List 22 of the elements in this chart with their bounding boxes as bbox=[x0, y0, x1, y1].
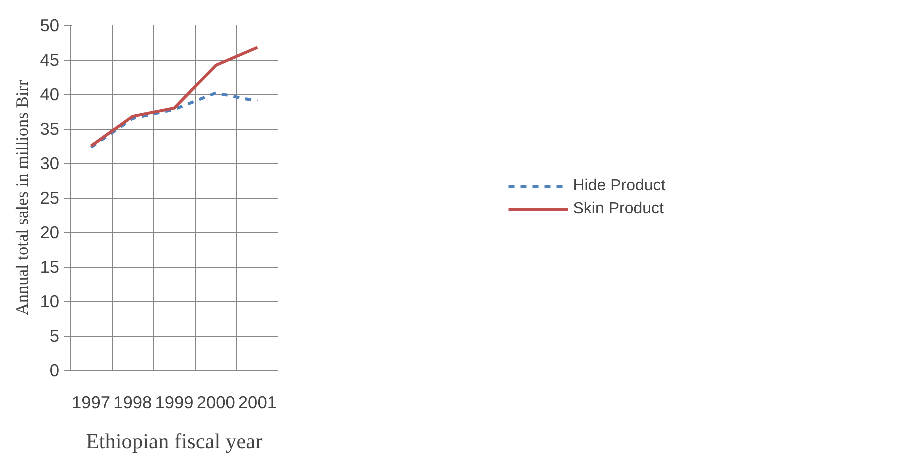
y-tick-label: 20 bbox=[40, 222, 60, 242]
x-tick-label: 1999 bbox=[155, 392, 194, 412]
y-tick-label: 35 bbox=[40, 119, 60, 139]
y-tick-label: 5 bbox=[50, 326, 60, 346]
y-axis-title: Annual total sales in millions Birr bbox=[13, 80, 32, 316]
x-tick-label: 1998 bbox=[114, 392, 152, 412]
y-tick-label: 45 bbox=[40, 50, 60, 70]
legend-label: Skin Product bbox=[573, 200, 664, 218]
line-series bbox=[90, 92, 260, 150]
y-tick-label: 50 bbox=[40, 16, 60, 36]
y-tick-label: 0 bbox=[50, 360, 60, 380]
y-tick-label: 30 bbox=[40, 154, 60, 174]
y-tick-label: 40 bbox=[40, 84, 60, 104]
legend-label: Hide Product bbox=[573, 177, 666, 195]
y-tick-label: 25 bbox=[40, 188, 60, 208]
x-tick-label: 1997 bbox=[72, 392, 111, 412]
y-tick-label: 10 bbox=[40, 292, 60, 312]
x-tick-label: 2000 bbox=[196, 392, 236, 412]
x-tick-label: 2001 bbox=[238, 392, 277, 412]
y-tick-label: 15 bbox=[40, 257, 60, 277]
line-series bbox=[90, 46, 260, 148]
x-axis-title: Ethiopian fiscal year bbox=[86, 430, 263, 454]
